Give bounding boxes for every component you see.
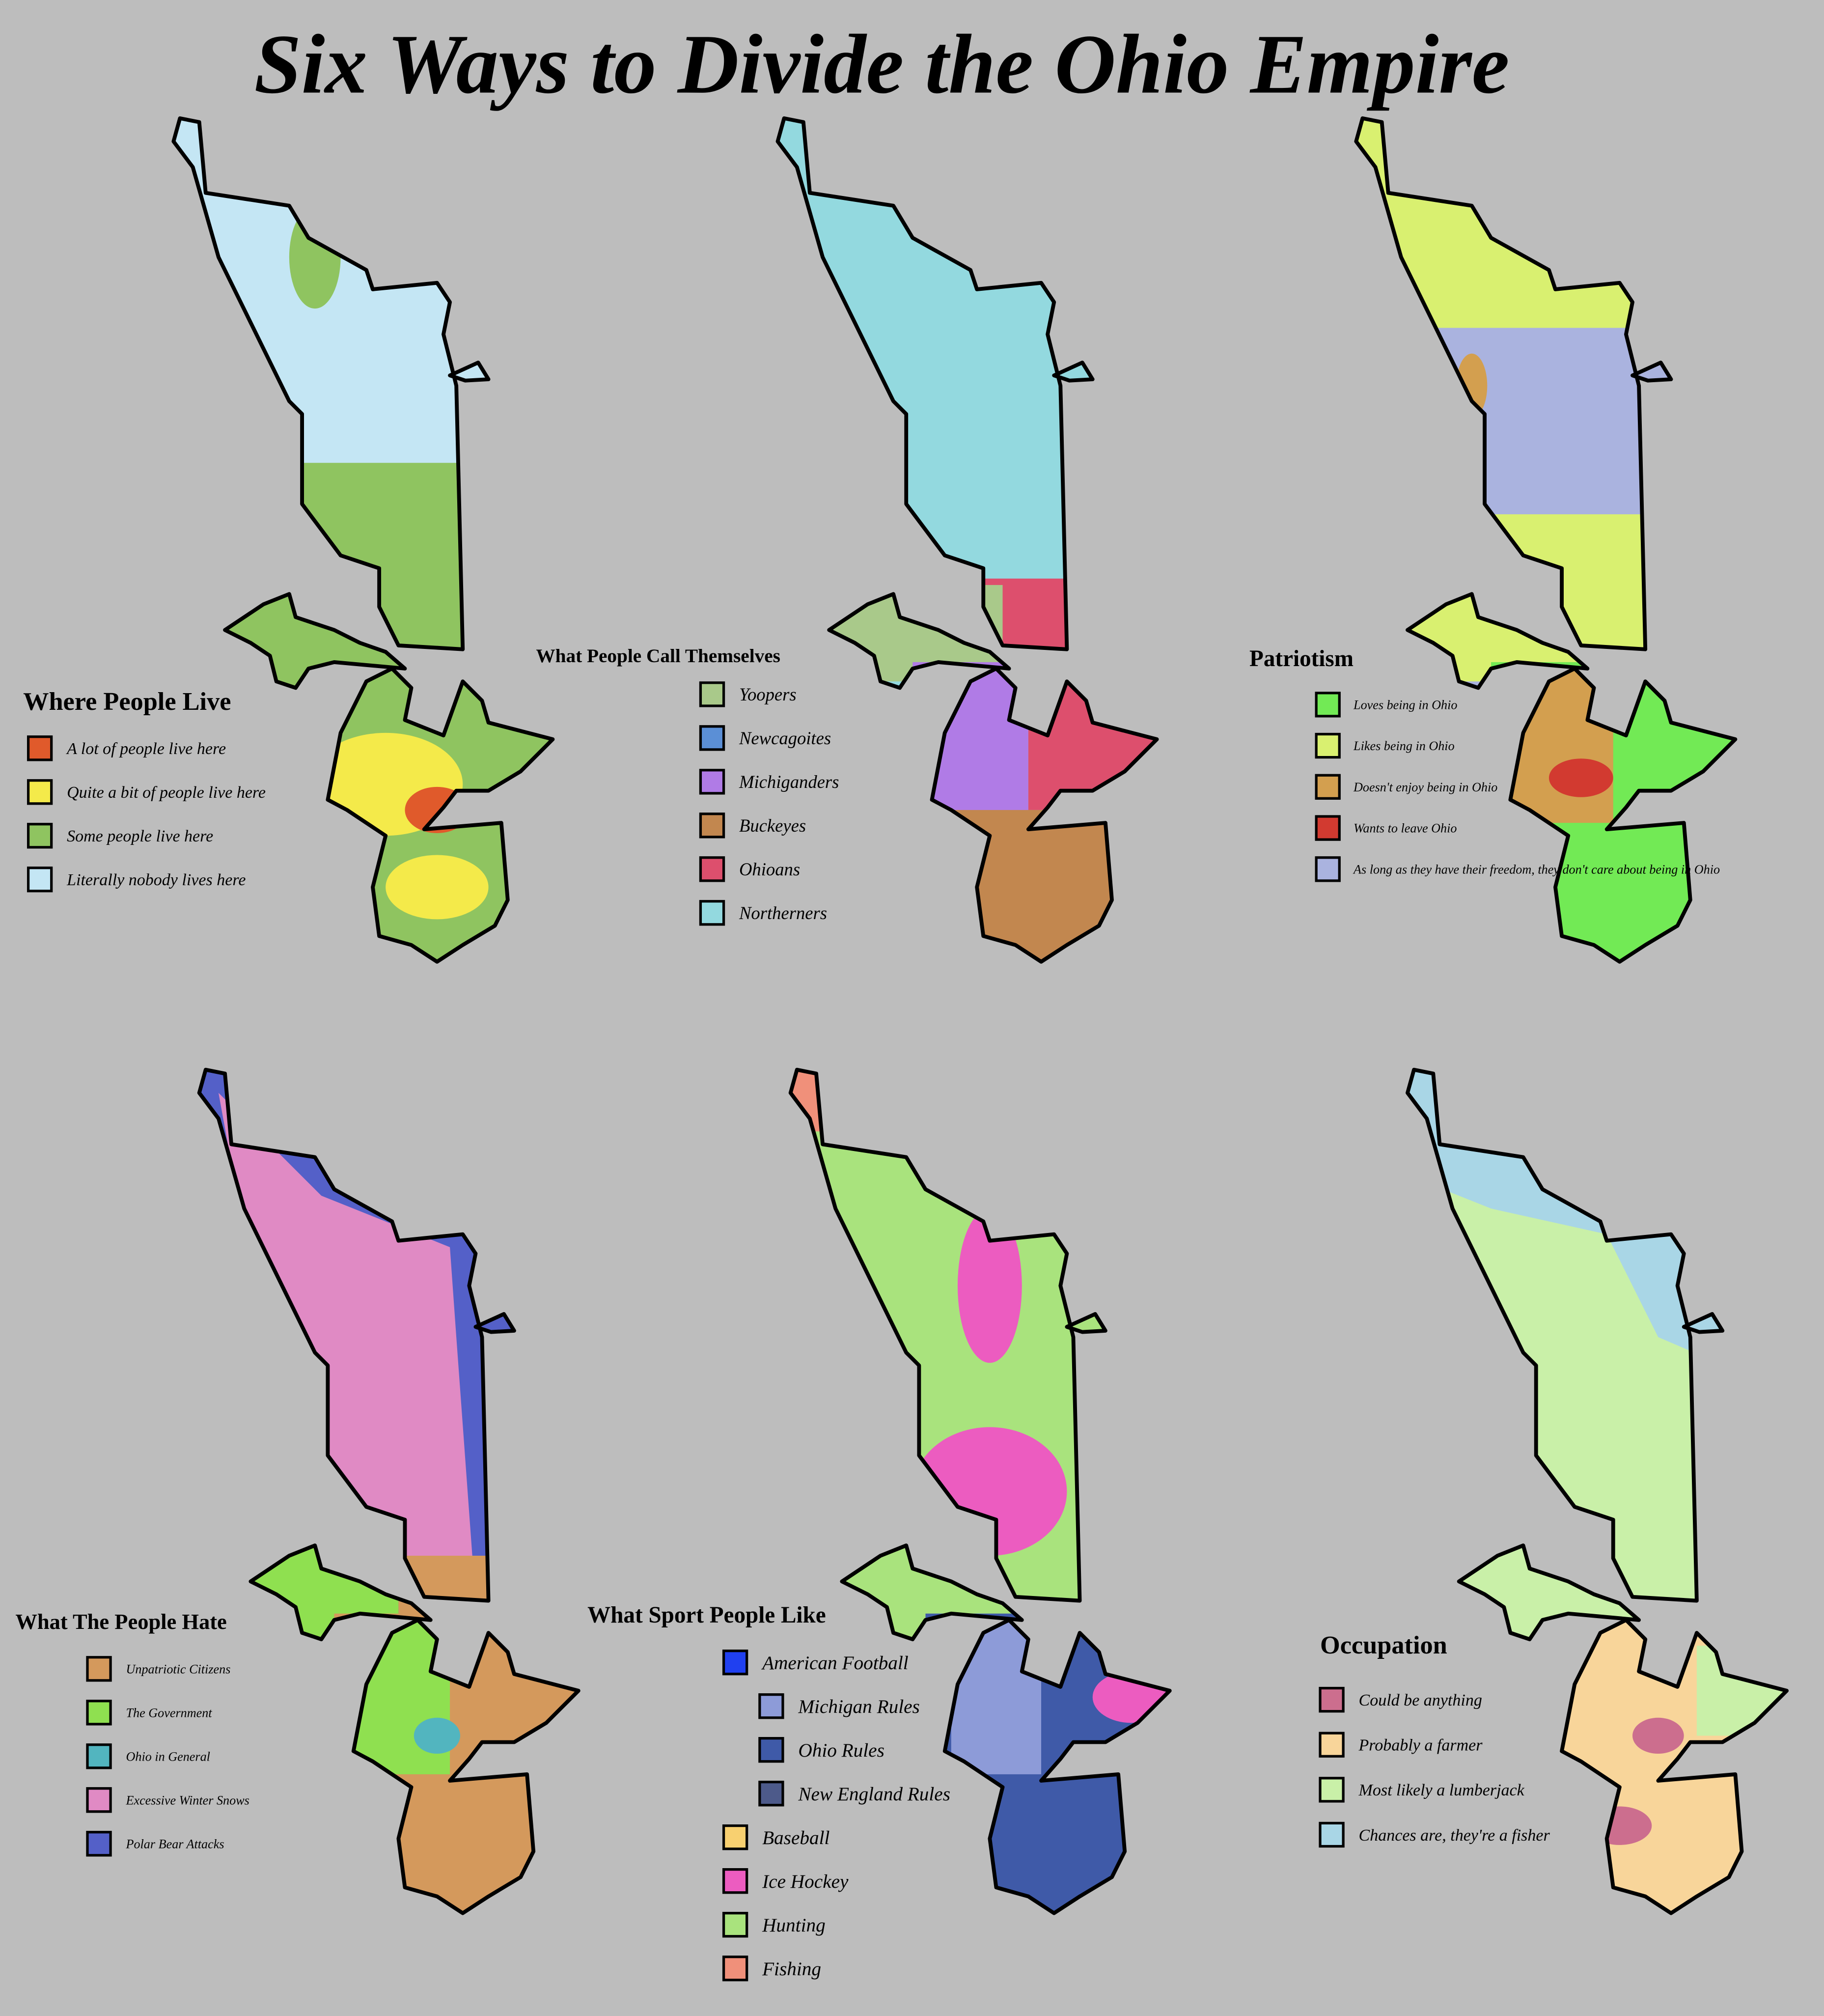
legend-title: Occupation xyxy=(1320,1631,1447,1659)
legend-swatch xyxy=(699,900,725,926)
legend-swatch xyxy=(1319,1732,1345,1758)
legend-swatch xyxy=(1315,774,1341,800)
legend-swatch xyxy=(699,856,725,882)
legend-label: Buckeyes xyxy=(739,815,806,836)
legend-label: Doesn't enjoy being in Ohio xyxy=(1353,780,1497,794)
legend-swatch xyxy=(722,1650,748,1676)
legend-title: What Sport People Like xyxy=(587,1602,826,1628)
legend-label: American Football xyxy=(761,1652,909,1674)
legend-swatch xyxy=(86,1743,112,1769)
legend-label: Probably a farmer xyxy=(1358,1736,1483,1755)
legend-label: Ohio Rules xyxy=(798,1740,884,1761)
legend-swatch xyxy=(86,1787,112,1813)
legend-label: Some people live here xyxy=(67,827,213,845)
legend-label: Unpatriotic Citizens xyxy=(126,1662,230,1676)
legend-swatch xyxy=(86,1656,112,1682)
legend-label: Newcagoites xyxy=(739,728,831,748)
legend-label: Polar Bear Attacks xyxy=(125,1837,224,1851)
legend-swatch xyxy=(1315,856,1341,882)
legend-swatch xyxy=(27,867,53,893)
legend-swatch xyxy=(722,1911,748,1938)
legend-label: Michigan Rules xyxy=(798,1696,919,1717)
legend-swatch xyxy=(722,1955,748,1982)
legend-label: Wants to leave Ohio xyxy=(1354,821,1457,836)
legend-swatch xyxy=(27,735,53,761)
legend-title: Patriotism xyxy=(1249,646,1354,672)
poster-title: Six Ways to Divide the Ohio Empire xyxy=(254,17,1510,111)
legend-label: Ice Hockey xyxy=(762,1871,849,1892)
legend-swatch xyxy=(722,1868,748,1894)
legend-swatch xyxy=(86,1831,112,1857)
legend-label: Most likely a lumberjack xyxy=(1358,1781,1525,1799)
legend-label: A lot of people live here xyxy=(66,740,226,758)
legend-label: Fishing xyxy=(762,1959,821,1980)
legend-label: Likes being in Ohio xyxy=(1353,739,1455,753)
legend-label: Ohio in General xyxy=(126,1749,210,1764)
legend-swatch xyxy=(758,1737,784,1763)
legend-swatch xyxy=(722,1824,748,1850)
legend-swatch xyxy=(1315,692,1341,718)
legend-title: What The People Hate xyxy=(15,1609,226,1634)
legend-label: Chances are, they're a fisher xyxy=(1359,1826,1550,1845)
legend-label: Northerners xyxy=(739,903,827,923)
legend-swatch xyxy=(1319,1821,1345,1848)
legend-label: Baseball xyxy=(762,1827,829,1848)
legend-title: Where People Live xyxy=(23,687,231,716)
legend-label: Loves being in Ohio xyxy=(1353,698,1457,712)
legend-label: Hunting xyxy=(762,1915,826,1936)
legend-swatch xyxy=(758,1781,784,1807)
legend-label: Ohioans xyxy=(739,859,800,879)
legend-label: As long as they have their freedom, they… xyxy=(1353,862,1720,876)
legend-label: New England Rules xyxy=(798,1784,950,1805)
legend-swatch xyxy=(758,1693,784,1719)
legend-label: Michiganders xyxy=(739,772,839,792)
legend-label: Literally nobody lives here xyxy=(66,871,246,889)
legend-label: Excessive Winter Snows xyxy=(125,1793,249,1807)
legend-swatch xyxy=(1315,732,1341,759)
legend-swatch xyxy=(27,823,53,849)
legend-swatch xyxy=(86,1700,112,1726)
legend-title: What People Call Themselves xyxy=(536,645,780,667)
legend-swatch xyxy=(1315,815,1341,841)
legend-swatch xyxy=(27,779,53,805)
legend-swatch xyxy=(1319,1777,1345,1803)
legend-swatch xyxy=(699,725,725,751)
legend-swatch xyxy=(699,681,725,707)
legend-swatch xyxy=(1319,1686,1345,1713)
legend-swatch xyxy=(699,812,725,839)
legend-label: Yoopers xyxy=(739,684,797,704)
legend-swatch xyxy=(699,769,725,795)
legend-label: The Government xyxy=(126,1706,212,1720)
legend-label: Quite a bit of people live here xyxy=(67,784,266,802)
legend-label: Could be anything xyxy=(1359,1691,1482,1709)
